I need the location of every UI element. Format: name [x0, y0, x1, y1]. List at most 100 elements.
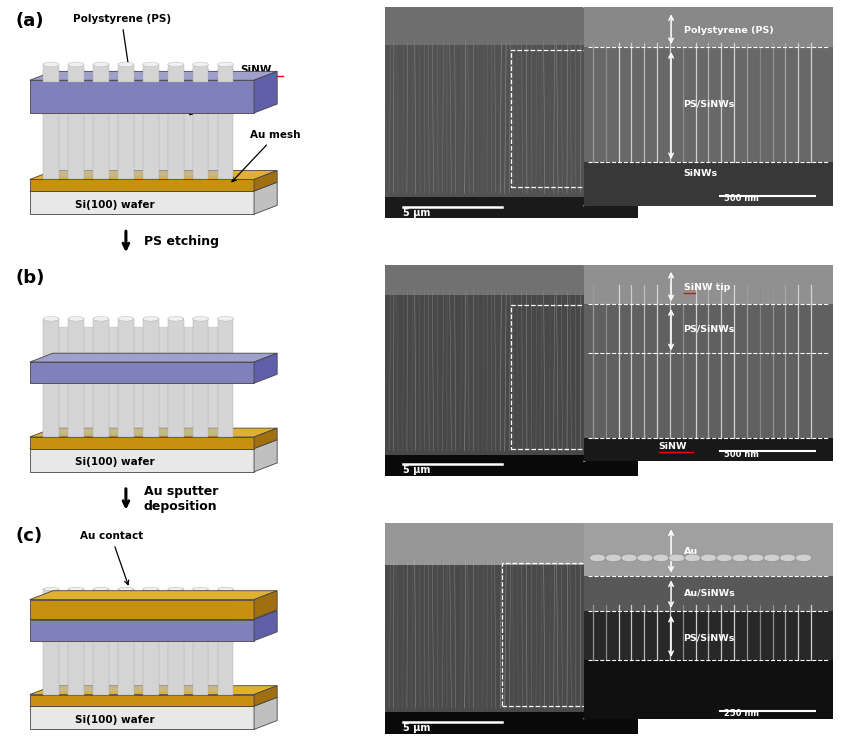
Text: Polystyrene (PS): Polystyrene (PS)	[73, 14, 171, 69]
Bar	[93, 64, 109, 82]
Polygon shape	[30, 71, 277, 80]
Circle shape	[653, 554, 669, 562]
Bar	[69, 319, 84, 437]
Ellipse shape	[69, 68, 84, 71]
Polygon shape	[30, 362, 254, 383]
Bar	[503, 562, 620, 706]
Polygon shape	[30, 694, 254, 706]
Circle shape	[764, 554, 780, 562]
Bar	[385, 197, 638, 219]
Bar	[193, 319, 208, 437]
Polygon shape	[254, 439, 277, 472]
Text: Si(100) wafer: Si(100) wafer	[75, 200, 155, 210]
Bar	[168, 64, 184, 82]
Text: 250 nm: 250 nm	[724, 709, 760, 718]
Ellipse shape	[143, 317, 159, 320]
Bar	[43, 70, 59, 179]
Ellipse shape	[143, 316, 159, 321]
Ellipse shape	[69, 588, 84, 591]
Bar	[385, 522, 638, 734]
Ellipse shape	[43, 68, 59, 71]
Bar	[132, 597, 145, 692]
Ellipse shape	[118, 588, 134, 591]
Bar	[118, 70, 134, 179]
Ellipse shape	[217, 62, 233, 67]
Polygon shape	[30, 437, 254, 448]
Polygon shape	[254, 697, 277, 729]
Ellipse shape	[69, 317, 84, 320]
Bar	[217, 589, 233, 694]
Bar	[207, 78, 219, 177]
Text: 500 nm: 500 nm	[724, 194, 759, 203]
Bar	[207, 328, 219, 435]
Ellipse shape	[193, 317, 208, 320]
Polygon shape	[30, 179, 254, 191]
Bar	[584, 660, 833, 719]
Polygon shape	[30, 697, 277, 706]
Ellipse shape	[168, 317, 184, 320]
Polygon shape	[30, 591, 277, 599]
Bar	[182, 597, 195, 692]
Bar	[132, 78, 145, 177]
Text: SiNW: SiNW	[659, 442, 687, 451]
Circle shape	[779, 554, 796, 562]
Text: PS etching: PS etching	[144, 235, 219, 248]
Bar	[385, 522, 638, 565]
Ellipse shape	[93, 68, 109, 71]
Bar	[584, 438, 833, 461]
Polygon shape	[30, 619, 254, 641]
Bar	[217, 319, 233, 437]
Bar	[93, 589, 109, 694]
Ellipse shape	[217, 68, 233, 71]
Text: Polystyrene (PS): Polystyrene (PS)	[684, 26, 773, 36]
Polygon shape	[254, 182, 277, 214]
Ellipse shape	[168, 62, 184, 67]
Text: PS/SiNWs: PS/SiNWs	[684, 325, 735, 333]
Bar	[385, 7, 638, 45]
Bar	[182, 78, 195, 177]
Ellipse shape	[69, 62, 84, 67]
Bar	[584, 265, 833, 461]
Ellipse shape	[193, 68, 208, 71]
Polygon shape	[254, 170, 277, 191]
Bar	[132, 328, 145, 435]
Text: SiNW: SiNW	[239, 65, 272, 75]
Bar	[207, 597, 219, 692]
Ellipse shape	[168, 588, 184, 591]
Bar	[143, 319, 159, 437]
Bar	[83, 597, 95, 692]
Ellipse shape	[143, 588, 159, 591]
Bar	[168, 70, 184, 179]
Bar	[83, 78, 95, 177]
Polygon shape	[30, 353, 277, 362]
Bar	[584, 265, 833, 305]
Text: Au/SiNWs: Au/SiNWs	[684, 588, 735, 597]
Polygon shape	[30, 599, 254, 619]
Circle shape	[684, 554, 700, 562]
Text: Si(100) wafer: Si(100) wafer	[75, 457, 155, 468]
Bar	[584, 7, 833, 206]
Polygon shape	[30, 80, 254, 113]
Bar	[584, 162, 833, 206]
Bar	[143, 64, 159, 82]
Circle shape	[700, 554, 717, 562]
Bar	[168, 319, 184, 437]
Polygon shape	[254, 353, 277, 383]
Ellipse shape	[193, 62, 208, 67]
Polygon shape	[254, 428, 277, 448]
Bar	[584, 7, 833, 47]
Ellipse shape	[93, 316, 109, 321]
Bar	[182, 328, 195, 435]
Text: 500 nm: 500 nm	[724, 450, 759, 459]
Polygon shape	[30, 706, 254, 729]
Circle shape	[605, 554, 622, 562]
Bar	[512, 305, 620, 448]
Polygon shape	[30, 448, 254, 472]
Ellipse shape	[193, 588, 208, 591]
Bar	[58, 78, 69, 177]
Bar	[107, 328, 119, 435]
Bar	[69, 70, 84, 179]
Bar	[58, 597, 69, 692]
Bar	[385, 713, 638, 734]
Text: 5 μm: 5 μm	[403, 465, 430, 475]
